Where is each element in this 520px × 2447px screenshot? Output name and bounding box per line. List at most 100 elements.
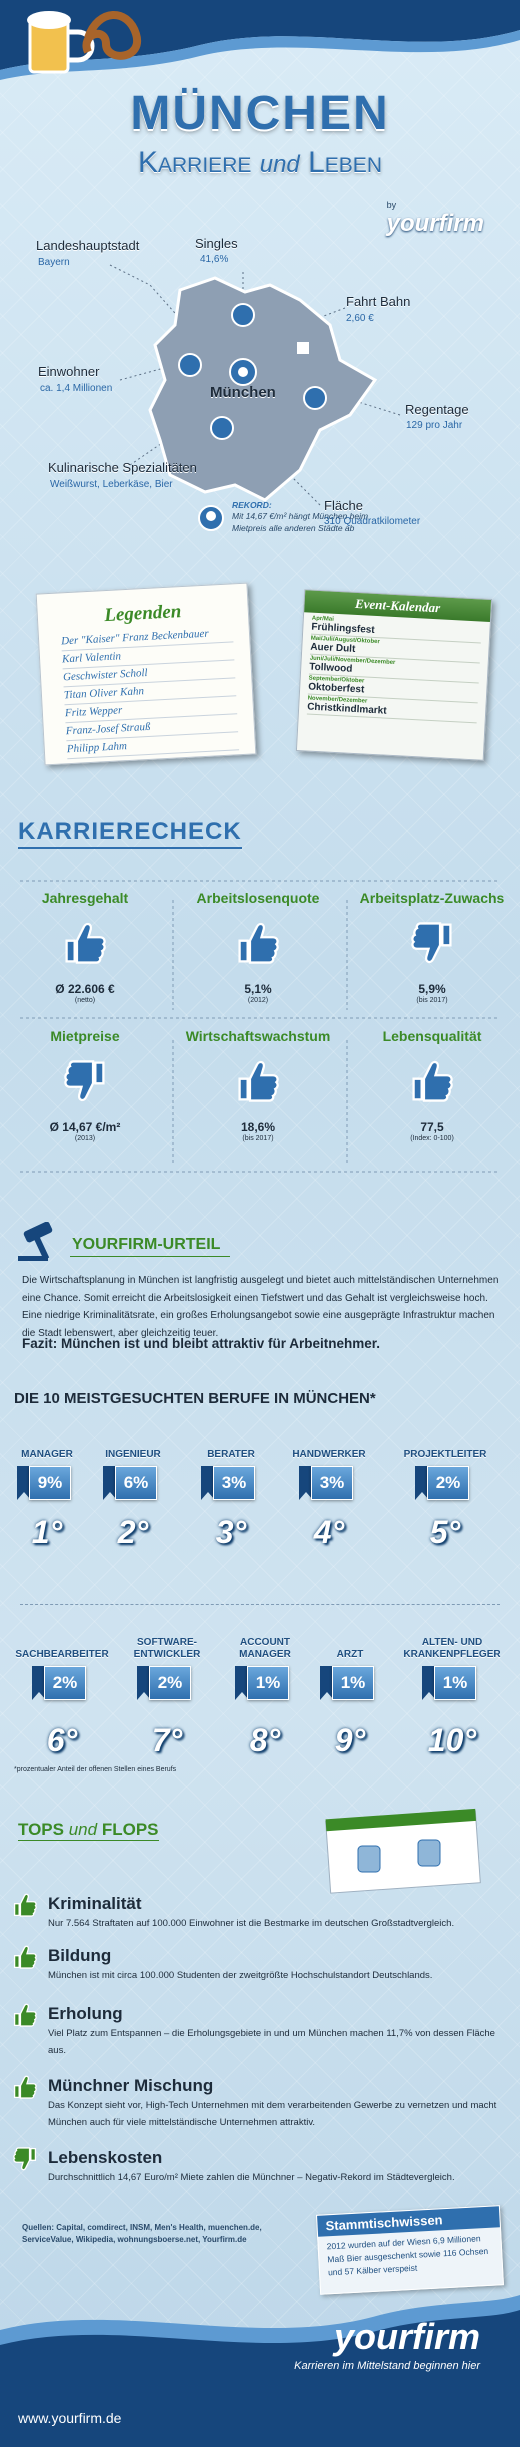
title-and: und: [68, 1820, 98, 1839]
subtitle: Karriere und Leben: [0, 146, 520, 180]
tf-text: Viel Platz zum Entspannen – die Erholung…: [48, 2028, 495, 2056]
fact-value: 129 pro Jahr: [406, 420, 463, 431]
cc-label: Mietpreise: [50, 1028, 120, 1044]
job-share: 1%: [247, 1666, 289, 1700]
verdict-title: YOURFIRM-URTEIL: [72, 1236, 221, 1253]
job-rank: 7°: [151, 1722, 183, 1758]
cc-value: 18,6%: [240, 1120, 276, 1134]
fact-value: 41,6%: [200, 254, 229, 265]
fact-label: Fläche: [324, 498, 364, 513]
job-flag: [201, 1466, 215, 1500]
subtitle-and: und: [259, 151, 300, 178]
job-flag: [415, 1466, 429, 1500]
job-flag: [32, 1666, 46, 1700]
record-label: REKORD:: [232, 500, 272, 510]
legends-list: Der "Kaiser" Franz Beckenbauer Karl Valen…: [60, 624, 240, 760]
record-text: Mit 14,67 €/m² hängt München beim Mietpr…: [232, 511, 369, 533]
thumb-up: [13, 2003, 37, 2027]
job-flag: [235, 1666, 249, 1700]
fact-value: Bayern: [38, 257, 70, 268]
job-share: 2%: [44, 1666, 86, 1700]
job-rank: 5°: [429, 1514, 461, 1550]
tf-text: Durchschnittlich 14,67 Euro/m² Miete zah…: [48, 2172, 455, 2183]
job-rank: 8°: [249, 1722, 281, 1758]
fact-label: Fahrt Bahn: [346, 294, 411, 309]
job-rank: 9°: [334, 1722, 366, 1758]
job-name: ALTEN- UND KRANKENPFLEGER: [403, 1637, 501, 1660]
job-rank: 2°: [117, 1514, 149, 1550]
job-share: 1%: [434, 1666, 476, 1700]
thumb-up: [13, 1893, 37, 1917]
job-flag: [299, 1466, 313, 1500]
header-waves: [0, 0, 520, 80]
thumb-down: [13, 2147, 37, 2171]
fact-label: Kulinarische Spezialitäten: [48, 460, 197, 475]
thumb-down: [64, 1060, 105, 1102]
job-rank: 1°: [31, 1514, 63, 1550]
cc-label: Arbeitslosenquote: [196, 890, 320, 906]
tf-title: Lebenskosten: [48, 2148, 163, 2167]
job-name: BERATER: [207, 1448, 255, 1460]
job-flag: [422, 1666, 436, 1700]
job-share: 9%: [29, 1466, 71, 1500]
cc-note: (netto): [74, 997, 96, 1004]
verdict-text: Die Wirtschaftsplanung in München ist la…: [22, 1275, 499, 1339]
subtitle-word: Leben: [308, 146, 382, 179]
fact-value: 2,60 €: [346, 313, 374, 324]
footer-band: [0, 2295, 520, 2447]
job-name: MANAGER: [21, 1448, 73, 1460]
cc-label: Jahresgehalt: [41, 890, 129, 906]
job-name: SACHBEARBEITER: [15, 1648, 109, 1660]
divider: [20, 1604, 500, 1605]
byline: by yourfirm: [387, 200, 484, 238]
brand: yourfirm: [386, 210, 484, 237]
thumb-up: [65, 922, 106, 964]
record-icon: [198, 505, 224, 531]
cc-note: (bis 2017): [242, 1135, 274, 1142]
job-name: INGENIEUR: [105, 1448, 161, 1460]
cc-label: Wirtschaftswachstum: [185, 1028, 331, 1044]
fact-value: Weißwurst, Leberkäse, Bier: [50, 479, 173, 490]
map: [109, 264, 401, 506]
sources: Quellen: Capital, comdirect, INSM, Men's…: [22, 2223, 262, 2244]
cc-value: 77,5: [420, 1120, 444, 1134]
legends-card: Legenden Der "Kaiser" Franz Beckenbauer K…: [35, 582, 257, 766]
tops-flops-title: TOPS und FLOPS: [18, 1820, 159, 1841]
tf-title: Erholung: [48, 2004, 123, 2023]
map-center: München: [210, 384, 276, 401]
trivia-card: Stammtischwissen 2012 wurden auf der Wie…: [316, 2205, 504, 2295]
tops-flops-card: [325, 1808, 481, 1894]
jobs-footnote: *prozentualer Anteil der offenen Stellen…: [14, 1766, 177, 1773]
job-rank: 6°: [46, 1722, 78, 1758]
job-name: ACCOUNT MANAGER: [239, 1637, 291, 1660]
subtitle-word: Karriere: [138, 146, 252, 179]
title-word: TOPS: [18, 1820, 64, 1839]
verdict-underline: [70, 1256, 230, 1257]
job-share: 6%: [115, 1466, 157, 1500]
verdict-conclusion: Fazit: München ist und bleibt attraktiv …: [22, 1336, 381, 1351]
tf-text: Nur 7.564 Straftaten auf 100.000 Einwohn…: [48, 1918, 455, 1929]
job-share: 3%: [311, 1466, 353, 1500]
job-rank: 10°: [427, 1722, 477, 1758]
fact-label: Regentage: [405, 402, 469, 417]
cc-note: (bis 2017): [416, 997, 448, 1004]
footer-brand: yourfirm: [333, 2316, 480, 2357]
title: München: [130, 87, 390, 140]
job-rank: 4°: [313, 1514, 345, 1550]
cc-note: (2012): [247, 997, 269, 1004]
job-flag: [17, 1466, 31, 1500]
tf-title: Bildung: [48, 1946, 112, 1965]
tf-text: München ist mit circa 100.000 Studenten …: [48, 1970, 433, 1981]
job-share: 1%: [332, 1666, 374, 1700]
footer-tagline: Karrieren im Mittelstand beginnen hier: [294, 2360, 480, 2372]
trivia-text: 2012 wurden auf der Wiesn 6,9 Millionen …: [326, 2233, 489, 2277]
fact-label: Einwohner: [38, 364, 100, 379]
record: REKORD: Mit 14,67 €/m² hängt München bei…: [232, 500, 372, 534]
fact-value: 310 Quadratkilometer: [324, 516, 421, 527]
tf-title: Münchner Mischung: [48, 2076, 214, 2095]
tf-title: Kriminalität: [48, 1894, 142, 1913]
title-word: FLOPS: [101, 1820, 159, 1839]
job-name: SOFTWARE- ENTWICKLER: [133, 1637, 201, 1660]
fact-value: ca. 1,4 Millionen: [40, 383, 113, 394]
